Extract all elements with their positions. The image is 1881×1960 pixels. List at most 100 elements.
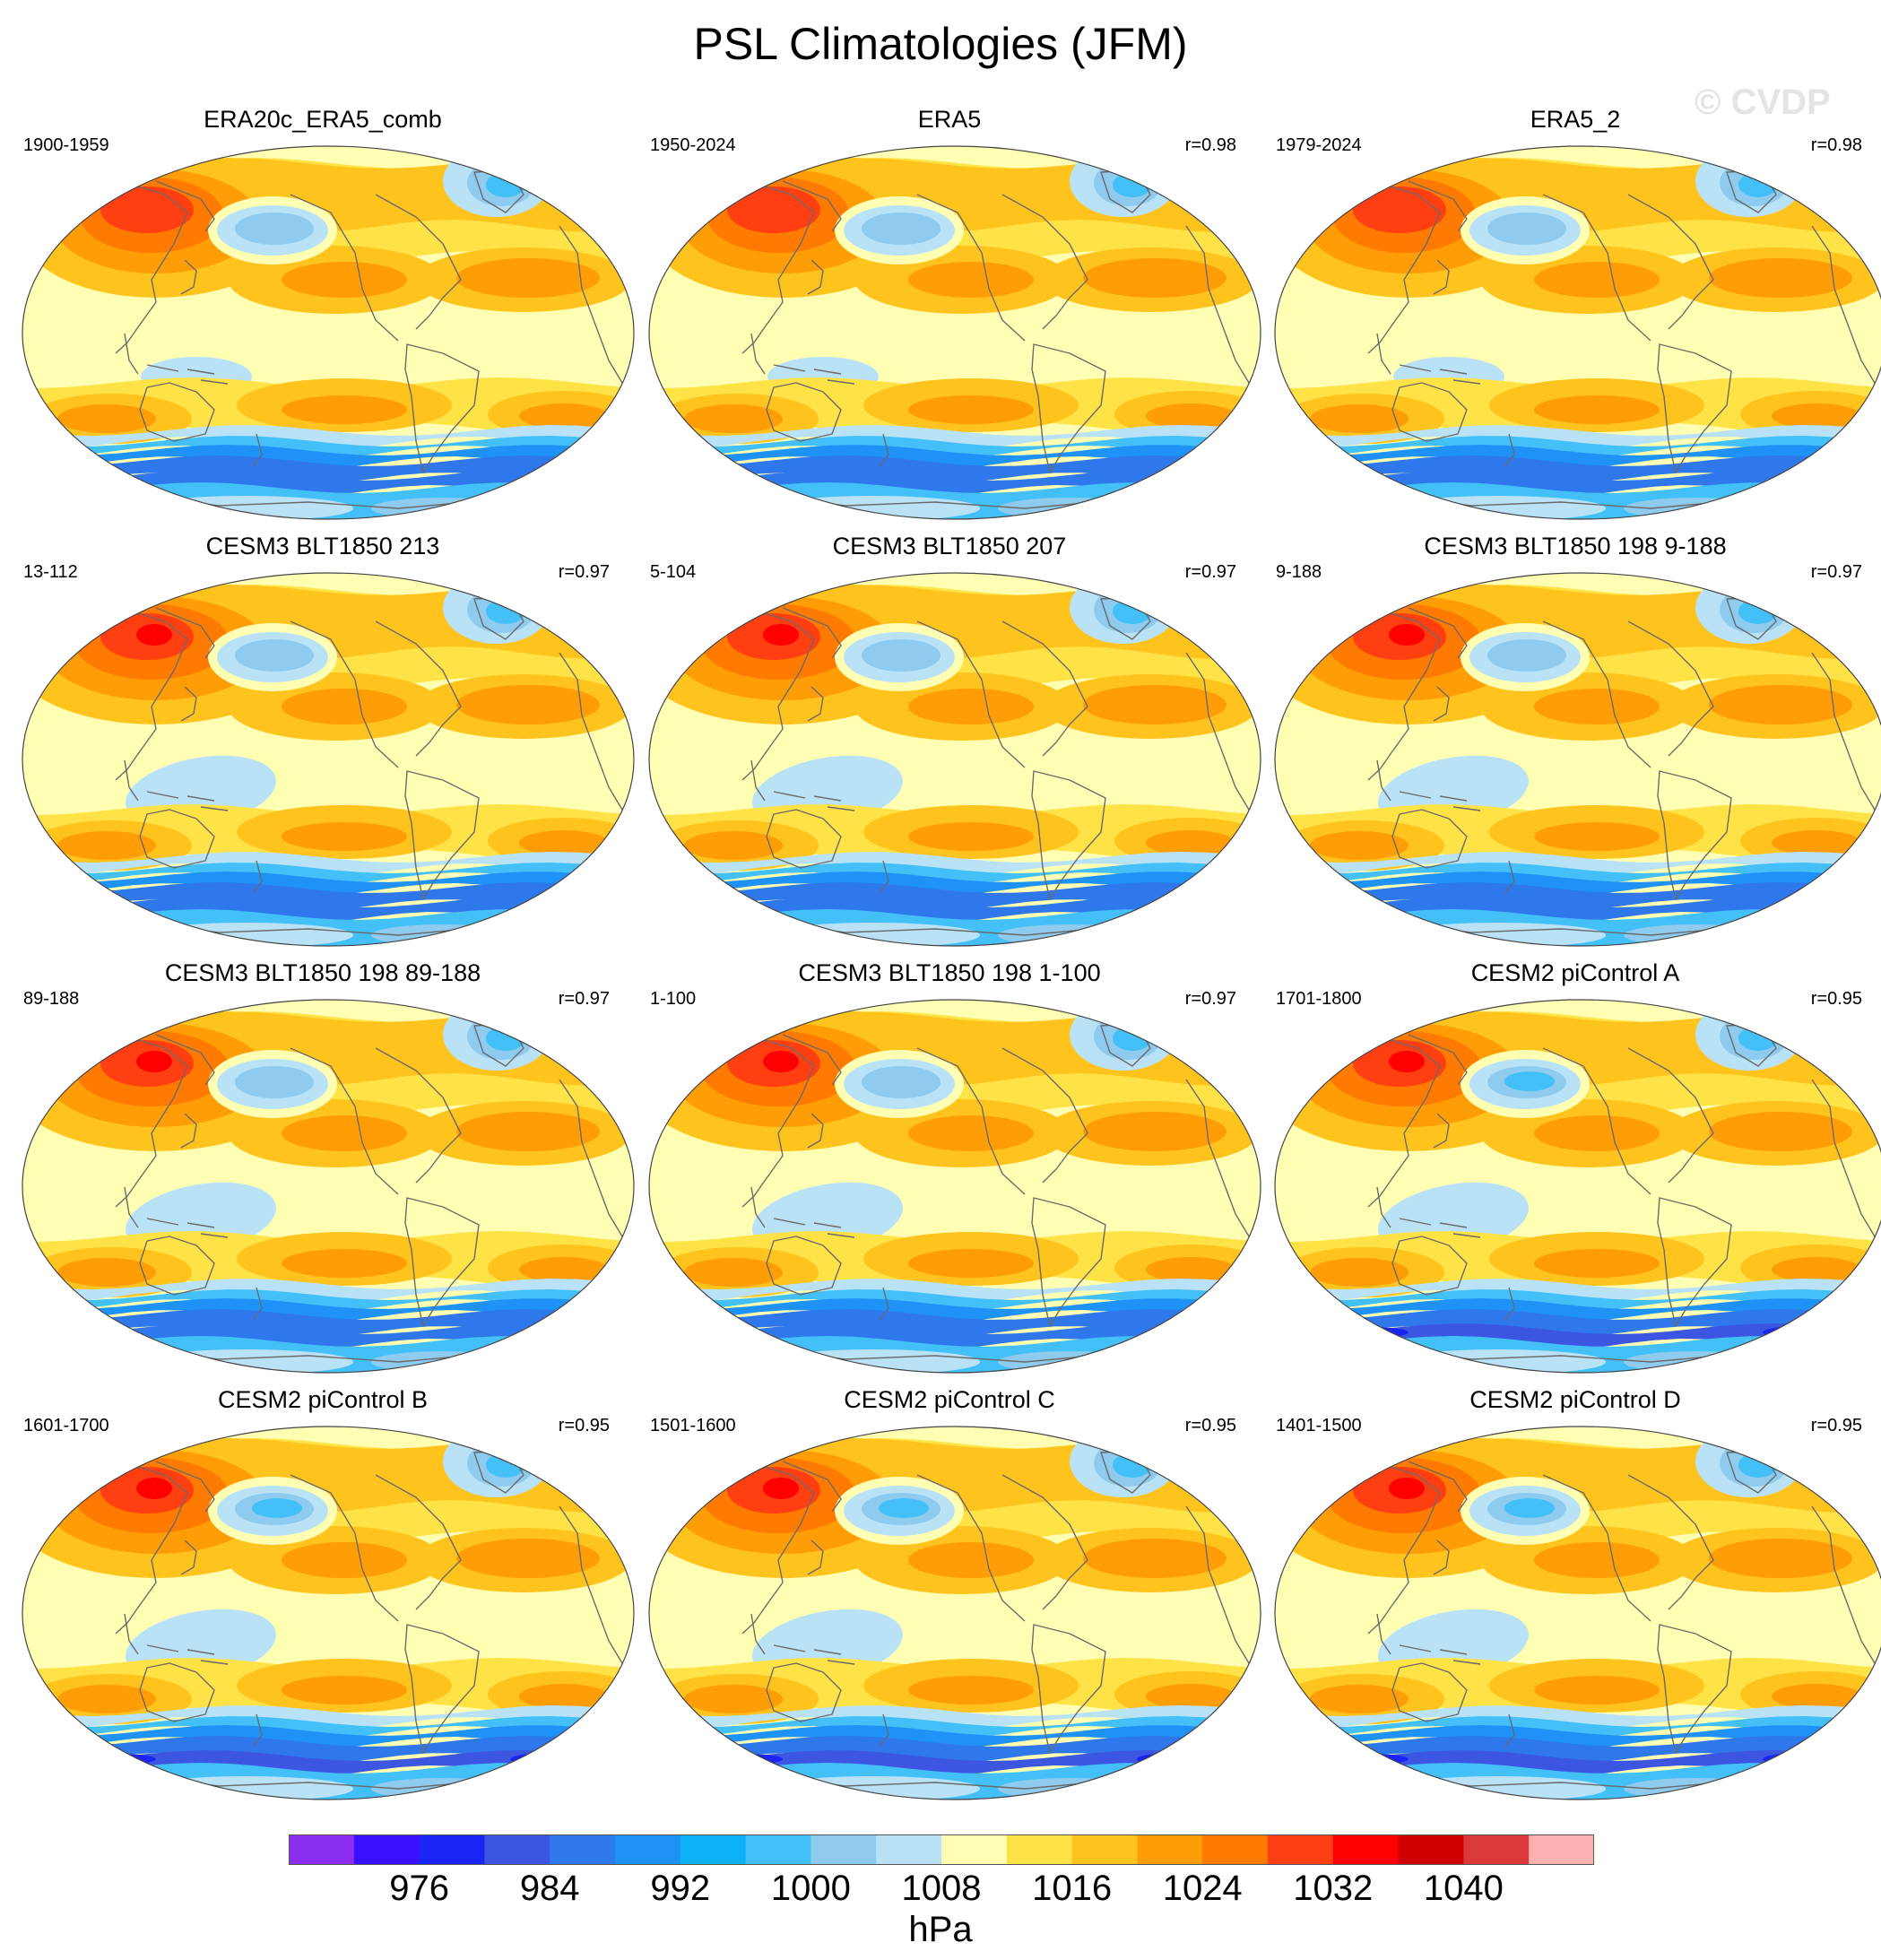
psl-contour	[1763, 1753, 1843, 1765]
coastline	[701, 1452, 815, 1635]
coastline	[750, 1186, 766, 1228]
coastline	[1376, 333, 1391, 375]
map-panel: CESM2 piControl C 1501-1600 r=0.95	[636, 1386, 1263, 1812]
coastline	[1185, 652, 1250, 811]
robinson-map	[1274, 999, 1881, 1374]
coastline	[1542, 620, 1651, 768]
psl-contour	[519, 1257, 609, 1282]
psl-contour	[1534, 822, 1660, 851]
coastline	[146, 1644, 229, 1665]
psl-contour	[486, 172, 525, 197]
coastline	[916, 620, 1026, 768]
psl-contour	[456, 685, 600, 724]
coastline	[180, 1539, 197, 1575]
panel-pattern-correlation: r=0.97	[558, 562, 610, 582]
coastline	[74, 1452, 188, 1635]
colorbar-swatch	[1529, 1834, 1594, 1865]
psl-contour	[879, 1498, 929, 1518]
psl-contour	[1137, 1753, 1218, 1765]
psl-contour-band	[22, 455, 634, 485]
colorbar-swatch	[745, 1834, 811, 1865]
psl-contour-band	[22, 863, 634, 885]
psl-contour	[138, 496, 353, 519]
psl-contour-band	[649, 872, 1261, 896]
coastline	[1031, 770, 1106, 900]
coastline	[1376, 1613, 1391, 1655]
psl-contour	[763, 624, 799, 646]
map-panel: CESM3 BLT1850 207 5-104 r=0.97	[636, 533, 1263, 958]
psl-contour	[1534, 1249, 1660, 1278]
coastline	[1408, 1034, 1468, 1086]
map-border	[1274, 145, 1881, 520]
psl-contour	[1113, 1026, 1152, 1051]
coastline	[1833, 198, 1876, 231]
coastline	[1408, 607, 1468, 659]
coastline	[155, 1461, 215, 1513]
coastline	[146, 791, 229, 811]
panel-title: CESM2 piControl B	[217, 1386, 429, 1413]
coastline	[1376, 1186, 1391, 1228]
psl-contour-band	[22, 1279, 634, 1303]
map-border	[1274, 1426, 1881, 1800]
map-panel: ERA5_2 1979-2024 r=0.98	[1261, 106, 1881, 532]
coastline	[1627, 620, 1714, 757]
coastline	[1433, 1539, 1450, 1575]
coastline	[1542, 1047, 1651, 1195]
psl-contour	[1389, 624, 1425, 646]
coastline	[701, 598, 815, 781]
coastline	[807, 686, 824, 722]
psl-contour	[1709, 258, 1852, 298]
colorbar-tick-label: 1000	[770, 1869, 851, 1908]
panel-pattern-correlation: r=0.95	[1810, 1416, 1862, 1435]
colorbar-tick-label: 1040	[1423, 1869, 1504, 1908]
coastline	[252, 860, 263, 894]
psl-contour-band	[1275, 1323, 1881, 1351]
psl-contour	[1534, 395, 1660, 424]
map-panel: CESM2 piControl B 1601-1700 r=0.95	[9, 1386, 637, 1812]
psl-contour	[908, 395, 1034, 424]
coastline	[1327, 1452, 1441, 1635]
coastline	[782, 180, 842, 232]
map-panel: CESM2 piControl D 1401-1500 r=0.95	[1261, 1386, 1881, 1812]
psl-contour	[235, 1066, 314, 1098]
psl-contour	[1353, 186, 1446, 233]
robinson-map	[648, 572, 1261, 947]
coastline	[1001, 194, 1088, 330]
panel-years: 1401-1500	[1276, 1416, 1362, 1435]
colorbar-swatch	[941, 1834, 1008, 1865]
robinson-map	[22, 145, 635, 520]
coastline	[750, 759, 766, 802]
psl-contour	[1534, 1115, 1660, 1151]
psl-contour	[57, 1258, 156, 1287]
panel-title: CESM2 piControl D	[1469, 1386, 1681, 1413]
coastline	[1433, 259, 1450, 295]
coastline	[1811, 225, 1876, 384]
coastline	[1504, 1287, 1515, 1321]
psl-contour-band	[649, 1725, 1261, 1749]
panel-title: CESM3 BLT1850 207	[832, 533, 1067, 559]
coastline	[74, 171, 188, 354]
coastline	[1327, 1025, 1441, 1208]
psl-contour	[1146, 1684, 1235, 1709]
robinson-map	[22, 572, 635, 947]
coastline	[1031, 343, 1106, 473]
psl-contour	[1389, 1051, 1425, 1072]
coastline	[1657, 1197, 1732, 1327]
map-border	[22, 999, 635, 1374]
psl-contour	[1772, 1684, 1861, 1709]
coastline	[807, 259, 824, 295]
psl-contour	[136, 624, 172, 646]
psl-contour-band	[22, 872, 634, 896]
psl-contour	[1709, 1112, 1852, 1151]
coastline	[1811, 1505, 1876, 1664]
psl-contour-band	[1275, 882, 1881, 912]
colorbar	[289, 1834, 1594, 1865]
coastline	[1208, 1052, 1250, 1085]
psl-contour	[252, 1498, 302, 1518]
coastline	[404, 343, 480, 473]
psl-contour-band	[22, 445, 634, 469]
psl-contour-band	[22, 1736, 634, 1765]
coastline	[155, 1034, 215, 1086]
coastline	[879, 1713, 889, 1748]
panel-title: ERA20c_ERA5_comb	[204, 106, 442, 133]
